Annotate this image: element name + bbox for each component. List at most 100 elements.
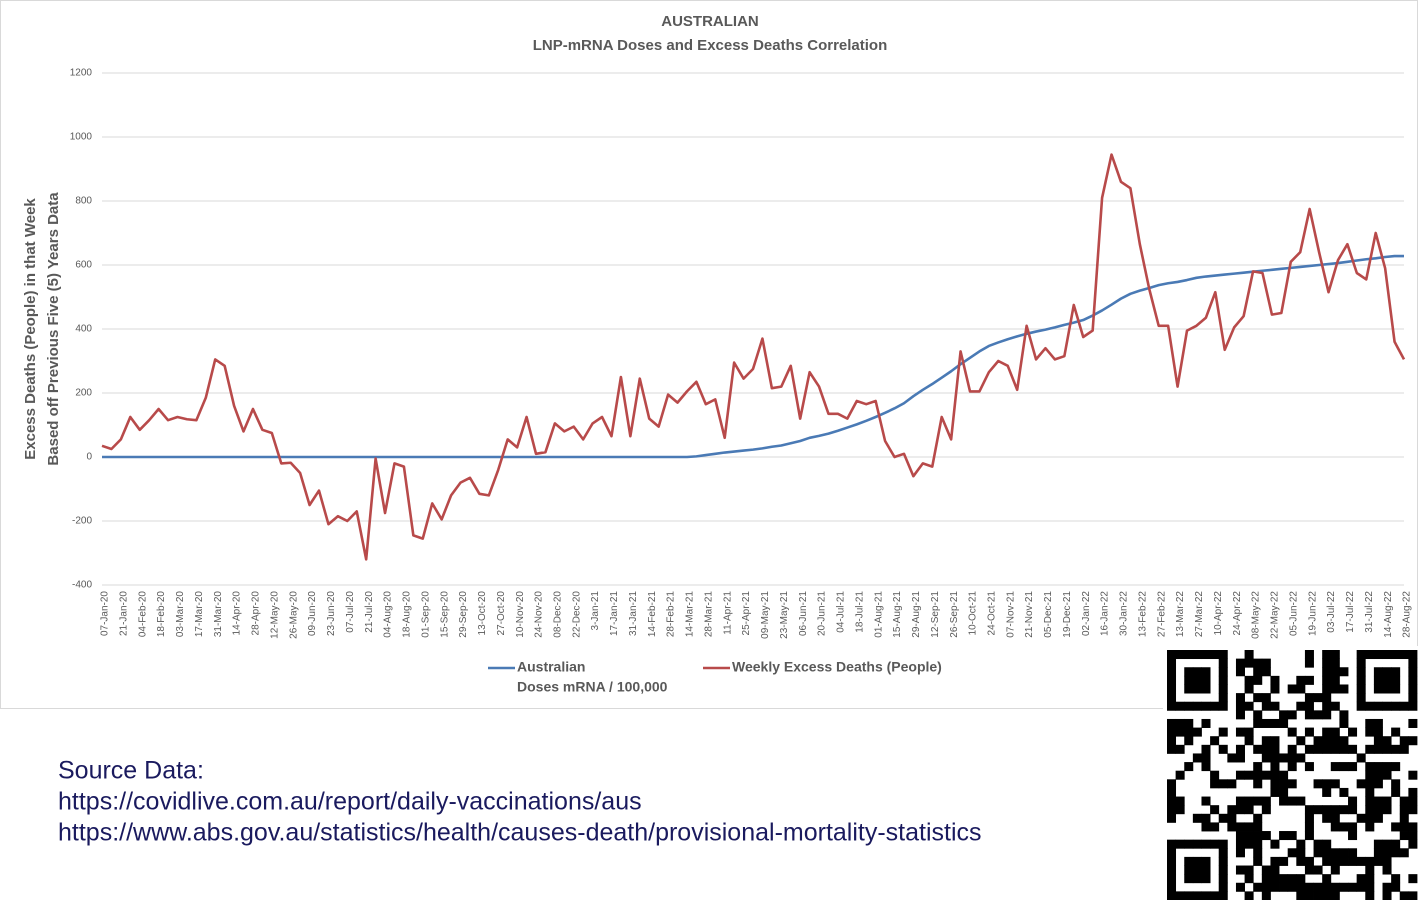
qr-module <box>1167 865 1177 875</box>
qr-module <box>1261 882 1271 892</box>
qr-module <box>1184 675 1194 685</box>
x-tick-label: 10-Apr-22 <box>1213 591 1224 636</box>
x-tick-label: 14-Aug-22 <box>1383 591 1394 638</box>
qr-module <box>1313 839 1323 849</box>
x-tick-label: 10-Oct-21 <box>968 591 979 636</box>
qr-module <box>1270 744 1280 754</box>
qr-module <box>1322 874 1332 884</box>
qr-code <box>1163 646 1420 900</box>
qr-module <box>1399 650 1409 660</box>
qr-module <box>1373 762 1383 772</box>
qr-module <box>1175 650 1185 660</box>
qr-module <box>1408 658 1418 668</box>
qr-module <box>1192 753 1202 763</box>
x-tick-label: 12-Sep-21 <box>930 591 941 638</box>
qr-module <box>1192 684 1202 694</box>
qr-module <box>1313 736 1323 746</box>
qr-module <box>1287 796 1297 806</box>
chart-subtitle: LNP-mRNA Doses and Excess Deaths Correla… <box>533 37 888 54</box>
qr-module <box>1167 727 1177 737</box>
qr-module <box>1167 874 1177 884</box>
qr-module <box>1261 891 1271 900</box>
qr-module <box>1399 891 1409 900</box>
qr-module <box>1235 744 1245 754</box>
qr-module <box>1322 744 1332 754</box>
qr-module <box>1330 667 1340 677</box>
qr-module <box>1279 718 1289 728</box>
qr-module <box>1235 839 1245 849</box>
qr-module <box>1244 770 1254 780</box>
qr-module <box>1304 744 1314 754</box>
qr-module <box>1391 727 1401 737</box>
qr-module <box>1391 874 1401 884</box>
qr-module <box>1304 762 1314 772</box>
source-url: https://covidlive.com.au/report/daily-va… <box>58 788 642 816</box>
x-tick-label: 04-Aug-20 <box>383 591 394 638</box>
qr-module <box>1244 650 1254 660</box>
qr-module <box>1184 856 1194 866</box>
qr-module <box>1373 779 1383 789</box>
legend-label: Australian <box>517 659 585 675</box>
x-tick-label: 28-Aug-22 <box>1402 591 1413 638</box>
qr-module <box>1218 693 1228 703</box>
qr-module <box>1261 718 1271 728</box>
qr-module <box>1391 675 1401 685</box>
qr-module <box>1304 891 1314 900</box>
qr-module <box>1175 770 1185 780</box>
qr-module <box>1356 813 1366 823</box>
qr-module <box>1192 891 1202 900</box>
qr-module <box>1304 650 1314 660</box>
qr-module <box>1253 710 1263 720</box>
y-tick-label: -200 <box>72 516 92 527</box>
qr-module <box>1399 744 1409 754</box>
qr-module <box>1296 684 1306 694</box>
x-tick-label: 31-Jul-22 <box>1364 591 1375 633</box>
qr-module <box>1373 667 1383 677</box>
qr-module <box>1235 727 1245 737</box>
qr-module <box>1261 874 1271 884</box>
qr-module <box>1399 848 1409 858</box>
x-tick-label: 08-Dec-20 <box>553 591 564 638</box>
qr-module <box>1201 718 1211 728</box>
qr-module <box>1218 839 1228 849</box>
qr-module <box>1218 779 1228 789</box>
qr-module <box>1218 865 1228 875</box>
y-tick-label: 200 <box>75 388 92 399</box>
qr-module <box>1235 770 1245 780</box>
qr-module <box>1365 882 1375 892</box>
qr-module <box>1270 874 1280 884</box>
qr-module <box>1296 848 1306 858</box>
qr-module <box>1167 667 1177 677</box>
qr-module <box>1227 753 1237 763</box>
x-tick-label: 13-Feb-22 <box>1137 591 1148 638</box>
qr-module <box>1373 805 1383 815</box>
qr-module <box>1348 831 1358 841</box>
qr-module <box>1382 667 1392 677</box>
x-tick-label: 3-Jan-21 <box>590 591 601 631</box>
qr-module <box>1348 744 1358 754</box>
qr-module <box>1304 805 1314 815</box>
x-tick-label: 05-Jun-22 <box>1288 591 1299 636</box>
qr-module <box>1356 658 1366 668</box>
qr-module <box>1167 744 1177 754</box>
qr-module <box>1304 693 1314 703</box>
x-tick-label: 16-Jan-22 <box>1100 591 1111 636</box>
qr-module <box>1253 693 1263 703</box>
qr-module <box>1253 658 1263 668</box>
qr-module <box>1339 805 1349 815</box>
qr-module <box>1373 770 1383 780</box>
qr-module <box>1373 848 1383 858</box>
qr-module <box>1373 839 1383 849</box>
qr-module <box>1261 865 1271 875</box>
qr-module <box>1184 667 1194 677</box>
x-tick-label: 31-Jan-21 <box>628 591 639 636</box>
qr-module <box>1253 839 1263 849</box>
qr-module <box>1287 684 1297 694</box>
qr-module <box>1365 718 1375 728</box>
qr-module <box>1382 856 1392 866</box>
qr-module <box>1296 874 1306 884</box>
x-tick-label: 24-Oct-21 <box>987 591 998 636</box>
qr-module <box>1244 658 1254 668</box>
qr-module <box>1356 779 1366 789</box>
